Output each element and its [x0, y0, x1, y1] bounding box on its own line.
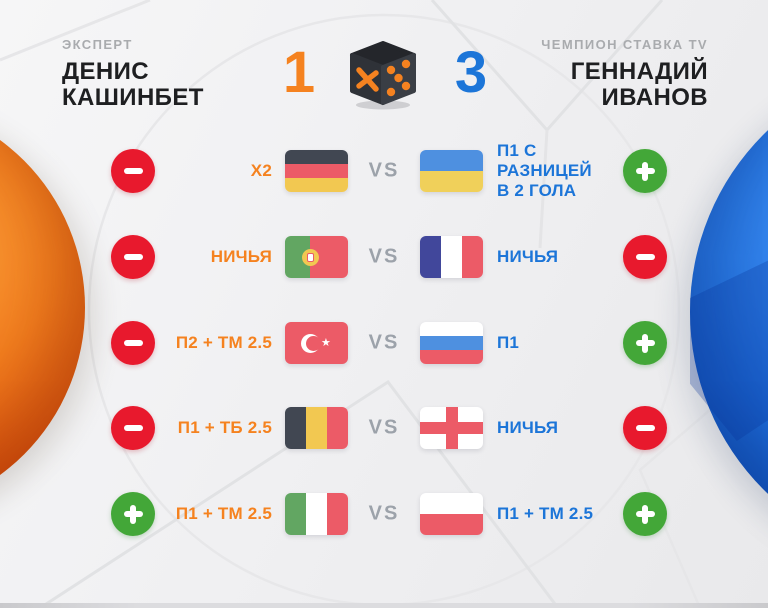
expert-right-name: ГЕННАДИЙ ИВАНОВ	[570, 58, 708, 112]
plus-icon	[111, 492, 155, 536]
prediction-row-2: НИЧЬЯ VS НИЧЬЯ	[0, 214, 768, 300]
right-pick: П1 С РАЗНИЦЕЙ В 2 ГОЛА	[497, 140, 592, 201]
germany-flag	[285, 150, 348, 192]
minus-icon	[111, 406, 155, 450]
left-pick: П1 + ТМ 2.5	[175, 503, 272, 523]
prediction-row-5: П1 + ТМ 2.5 VS П1 + ТМ 2.5	[0, 471, 768, 557]
turkey-flag	[285, 322, 348, 364]
vs-label: VS	[368, 331, 400, 354]
prediction-row-3: П2 + ТМ 2.5 VS П1	[0, 300, 768, 386]
right-pick: НИЧЬЯ	[497, 246, 559, 266]
expert-right-block: ЧЕМПИОН СТАВКА TV ГЕННАДИЙ ИВАНОВ	[541, 37, 708, 112]
expert-left-role-label: ЭКСПЕРТ	[62, 37, 133, 52]
star-icon	[321, 336, 333, 350]
england-flag	[420, 407, 483, 449]
ukraine-flag	[420, 150, 483, 192]
left-pick: П1 + ТБ 2.5	[177, 417, 272, 437]
expert-left-block: ЭКСПЕРТ ДЕНИС КАШИНБЕТ	[62, 37, 204, 112]
right-pick: НИЧЬЯ	[497, 417, 559, 437]
minus-icon	[111, 149, 155, 193]
plus-icon	[623, 321, 667, 365]
bottom-edge-strip	[0, 603, 768, 608]
expert-right-role-label: ЧЕМПИОН СТАВКА TV	[541, 37, 708, 52]
france-flag	[420, 236, 483, 278]
right-pick: П1	[497, 332, 520, 352]
minus-icon	[623, 406, 667, 450]
vs-label: VS	[368, 245, 400, 268]
left-pick: Х2	[250, 160, 272, 180]
vs-label: VS	[368, 159, 400, 182]
left-pick: П2 + ТМ 2.5	[175, 332, 272, 352]
portugal-flag	[285, 236, 348, 278]
italy-flag	[285, 493, 348, 535]
right-score: 3	[454, 40, 488, 105]
expert-left-name: ДЕНИС КАШИНБЕТ	[62, 58, 204, 112]
dice-icon	[350, 41, 416, 110]
minus-icon	[111, 321, 155, 365]
prediction-row-1: Х2 VS П1 С РАЗНИЦЕЙ В 2 ГОЛА	[0, 128, 768, 214]
poland-flag	[420, 493, 483, 535]
minus-icon	[623, 235, 667, 279]
left-score: 1	[282, 40, 316, 105]
left-pick: НИЧЬЯ	[210, 246, 272, 266]
right-pick: П1 + ТМ 2.5	[497, 503, 594, 523]
belgium-flag	[285, 407, 348, 449]
minus-icon	[111, 235, 155, 279]
plus-icon	[623, 492, 667, 536]
russia-flag	[420, 322, 483, 364]
vs-label: VS	[368, 502, 400, 525]
prediction-row-4: П1 + ТБ 2.5 VS НИЧЬЯ	[0, 385, 768, 471]
vs-label: VS	[368, 416, 400, 439]
plus-icon	[623, 149, 667, 193]
